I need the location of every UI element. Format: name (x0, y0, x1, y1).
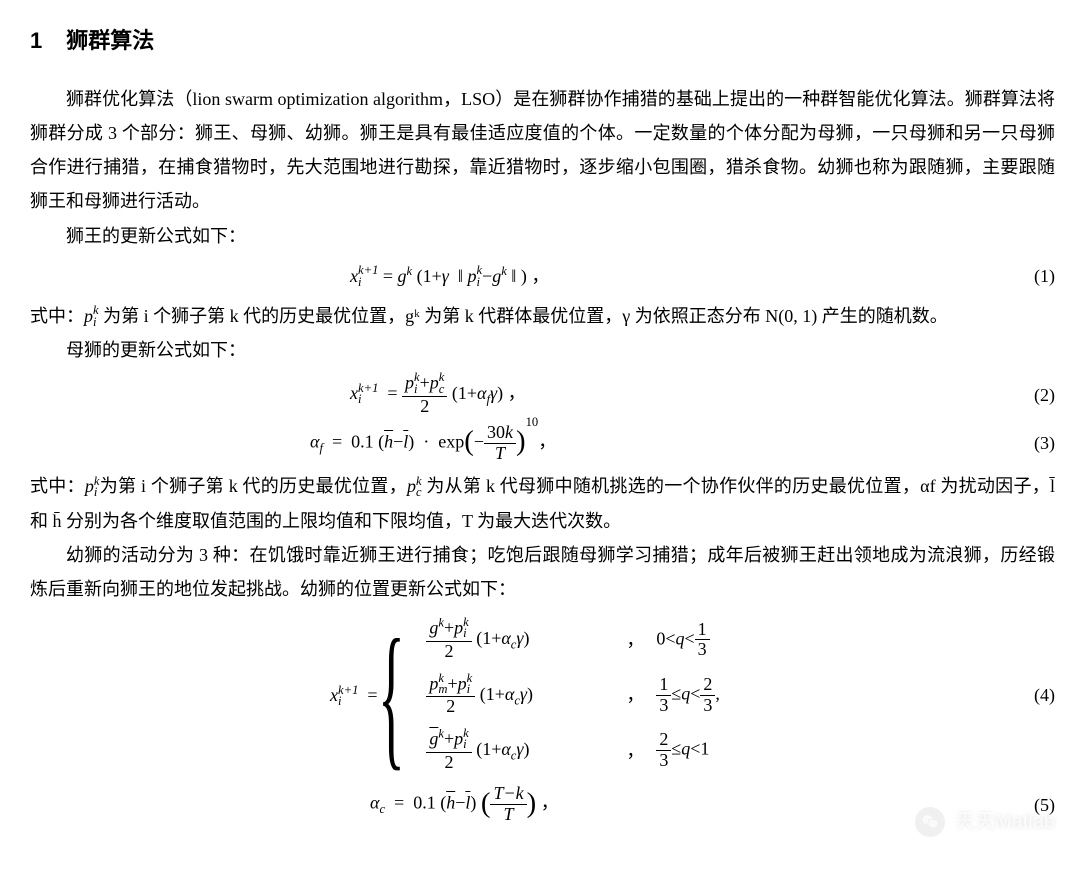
section-number: 1 (30, 28, 42, 53)
equation-2-body: xk+1i = pki+pkc 2 (1+αfγ) ， (350, 373, 995, 416)
paragraph-cub-update: 幼狮的活动分为 3 种：在饥饿时靠近狮王进行捕食；吃饱后跟随母狮学习捕猎；成年后… (30, 538, 1055, 606)
paragraph-eq23-explain: 式中：pki为第 i 个狮子第 k 代的历史最优位置，pkc 为从第 k 代母狮… (30, 469, 1055, 537)
section-title: 狮群算法 (66, 28, 154, 53)
equation-3-number: (3) (995, 426, 1055, 460)
section-heading: 1 狮群算法 (30, 20, 1055, 62)
paragraph-king-update: 狮王的更新公式如下： (30, 219, 1055, 253)
equation-5: αc = 0.1 (h−l) (T−kT) ， (5) (30, 784, 1055, 825)
equation-2: xk+1i = pki+pkc 2 (1+αfγ) ， (2) (30, 373, 1055, 416)
equation-2-number: (2) (995, 378, 1055, 412)
paragraph-eq1-explain: 式中：pki 为第 i 个狮子第 k 代的历史最优位置，gᵏ 为第 k 代群体最… (30, 299, 1055, 333)
paragraph-lioness-update: 母狮的更新公式如下： (30, 333, 1055, 367)
watermark-text: 天天Matlab (955, 803, 1055, 841)
equation-3-body: αf = 0.1 (h−l) · exp(−30kT)10， (310, 423, 995, 464)
equation-1: xk+1i = gk (1+γ ‖ pki−gk ‖ ) ， (1) (30, 259, 1055, 293)
equation-5-body: αc = 0.1 (h−l) (T−kT) ， (370, 784, 995, 825)
equation-1-number: (1) (995, 259, 1055, 293)
equation-4-body: xk+1i = { gk+pki 2 (1+αcγ) ， 0< (330, 612, 995, 778)
equation-4-number: (4) (995, 678, 1055, 712)
equation-4: xk+1i = { gk+pki 2 (1+αcγ) ， 0< (30, 612, 1055, 778)
equation-1-body: xk+1i = gk (1+γ ‖ pki−gk ‖ ) ， (350, 259, 995, 293)
paragraph-intro: 狮群优化算法（lion swarm optimization algorithm… (30, 82, 1055, 219)
equation-3: αf = 0.1 (h−l) · exp(−30kT)10， (3) (30, 423, 1055, 464)
watermark: 天天Matlab (915, 803, 1055, 841)
wechat-icon (915, 807, 945, 837)
